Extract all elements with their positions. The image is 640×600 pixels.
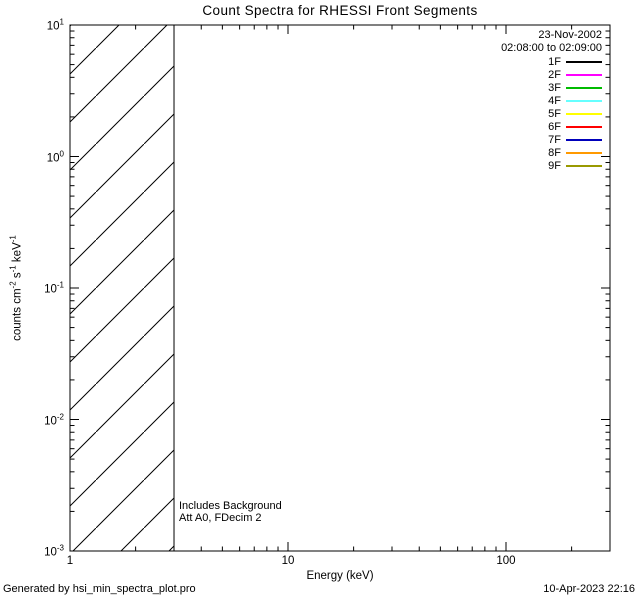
legend-color-line [566, 60, 602, 63]
legend-entry-8F: 8F [462, 146, 602, 159]
legend-entry-4F: 4F [462, 94, 602, 107]
legend-time-range: 02:08:00 to 02:09:00 [501, 42, 602, 54]
legend-entry-2F: 2F [462, 68, 602, 81]
y-axis-label-superscript: -2 [8, 281, 18, 289]
annotation-includes-background: Includes Background [179, 500, 282, 512]
legend-entry-label: 3F [548, 81, 561, 94]
legend-entry-5F: 5F [462, 107, 602, 120]
legend-entry-label: 7F [548, 133, 561, 146]
annotation-attenuator-state: Att A0, FDecim 2 [179, 512, 262, 524]
legend-entry-label: 2F [548, 68, 561, 81]
y-axis-label-superscript: -1 [8, 235, 18, 243]
legend-entry-label: 8F [548, 146, 561, 159]
hatched-region [70, 25, 175, 551]
legend: 23-Nov-2002 02:08:00 to 02:09:00 1F 2F 3F 4… [462, 29, 602, 172]
legend-date: 23-Nov-2002 [538, 29, 602, 41]
plot-timestamp: 10-Apr-2023 22:16 [543, 583, 635, 595]
legend-entry-label: 1F [548, 55, 561, 68]
x-axis-label: Energy (keV) [306, 570, 374, 582]
y-axis-label-text: keV [11, 242, 24, 266]
legend-entry-9F: 9F [462, 159, 602, 172]
legend-entry-6F: 6F [462, 120, 602, 133]
legend-color-line [566, 125, 602, 128]
legend-entry-label: 5F [548, 107, 561, 120]
legend-color-line [566, 73, 602, 76]
legend-color-line [566, 164, 602, 167]
legend-entry-7F: 7F [462, 133, 602, 146]
legend-entry-1F: 1F [462, 55, 602, 68]
legend-color-line [566, 112, 602, 115]
y-axis-label-text: counts cm [11, 288, 24, 341]
chart-title: Count Spectra for RHESSI Front Segments [202, 3, 478, 18]
y-axis-label-superscript: -1 [8, 265, 18, 273]
legend-color-line [566, 99, 602, 102]
y-axis-label-text: s [11, 272, 24, 282]
legend-entry-label: 6F [548, 120, 561, 133]
y-axis-label: counts cm-2 s-1 keV-1 [9, 235, 24, 341]
legend-color-line [566, 151, 602, 154]
generated-by-text: Generated by hsi_min_spectra_plot.pro [3, 583, 196, 595]
legend-entry-3F: 3F [462, 81, 602, 94]
legend-entry-label: 9F [548, 159, 561, 172]
legend-entries: 1F 2F 3F 4F 5F 6F 7F 8F 9F [462, 55, 602, 172]
legend-color-line [566, 86, 602, 89]
legend-color-line [566, 138, 602, 141]
legend-entry-label: 4F [548, 94, 561, 107]
